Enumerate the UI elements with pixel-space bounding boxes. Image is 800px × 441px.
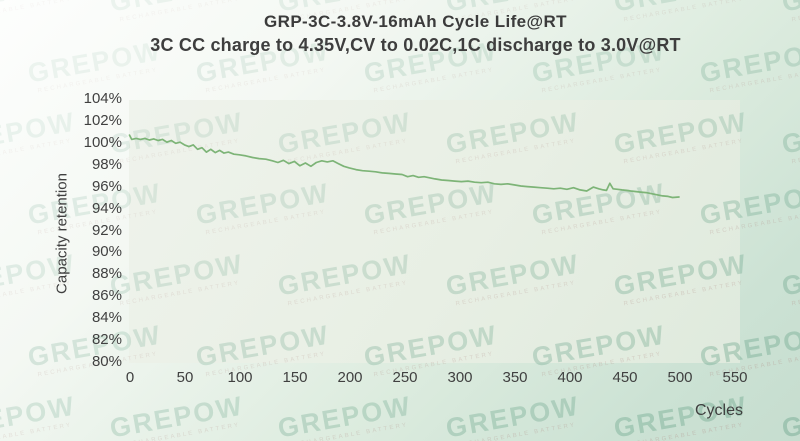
x-tick-label: 550: [722, 369, 748, 386]
grepow-watermark-subtext: RECHARGEABLE BATTERY: [119, 422, 241, 441]
grepow-watermark-text: GREPOW: [779, 248, 800, 302]
grepow-watermark-text: GREPOW: [275, 390, 414, 441]
capacity-retention-line: [128, 134, 680, 199]
grepow-watermark-subtext: RECHARGEABLE BATTERY: [0, 0, 73, 24]
x-tick-label: 250: [392, 369, 418, 386]
grepow-watermark-subtext: RECHARGEABLE BATTERY: [541, 67, 663, 95]
y-tick-label: 82%: [91, 331, 122, 349]
y-tick-label: 104%: [83, 90, 122, 107]
y-tick-label: 80%: [91, 353, 122, 370]
grepow-watermark-text: GREPOW: [0, 390, 78, 441]
x-tick-label: 500: [667, 369, 693, 386]
x-axis-title: Cycles: [694, 402, 743, 419]
y-tick-label: 102%: [83, 111, 122, 129]
grepow-watermark-subtext: RECHARGEABLE BATTERY: [455, 422, 577, 441]
x-tick-label: 0: [125, 369, 135, 386]
grepow-watermark-subtext: RECHARGEABLE BATTERY: [791, 280, 800, 308]
chart-title: GRP-3C-3.8V-16mAh Cycle Life@RT: [264, 12, 567, 31]
y-tick-label: 90%: [91, 243, 122, 261]
x-tick-label: 300: [447, 369, 473, 386]
grepow-watermark-subtext: RECHARGEABLE BATTERY: [791, 138, 800, 166]
x-tick-label: 350: [502, 369, 528, 386]
x-tick-label: 150: [282, 369, 308, 386]
x-tick-label: 450: [612, 369, 638, 386]
grepow-watermark-subtext: RECHARGEABLE BATTERY: [373, 67, 495, 95]
grepow-watermark-subtext: RECHARGEABLE BATTERY: [791, 0, 800, 24]
grepow-watermark-text: GREPOW: [107, 390, 246, 441]
y-tick-label: 100%: [83, 133, 122, 151]
grepow-watermark-subtext: RECHARGEABLE BATTERY: [709, 67, 800, 95]
x-tick-label: 100: [227, 369, 253, 386]
grepow-watermark-text: GREPOW: [779, 390, 800, 441]
y-tick-label: 94%: [91, 199, 122, 217]
x-tick-label: 50: [176, 369, 194, 386]
line-series-svg: [128, 134, 680, 199]
y-tick-label: 84%: [91, 309, 122, 327]
grepow-watermark-subtext: RECHARGEABLE BATTERY: [791, 422, 800, 441]
y-tick-label: 88%: [91, 265, 122, 283]
grepow-watermark-text: GREPOW: [779, 106, 800, 160]
x-tick-label: 400: [557, 369, 583, 386]
grepow-watermark-text: GREPOW: [0, 0, 78, 18]
grepow-watermark-subtext: RECHARGEABLE BATTERY: [623, 422, 745, 441]
y-tick-label: 98%: [91, 155, 122, 173]
chart-header: GRP-3C-3.8V-16mAh Cycle Life@RT 3C CC ch…: [110, 12, 721, 56]
y-tick-label: 96%: [91, 177, 122, 195]
grepow-watermark-text: GREPOW: [443, 390, 582, 441]
grepow-watermark-subtext: RECHARGEABLE BATTERY: [0, 422, 73, 441]
y-tick-label: 92%: [91, 221, 122, 239]
y-tick-label: 86%: [91, 287, 122, 305]
chart-subtitle: 3C CC charge to 4.35V,CV to 0.02C,1C dis…: [150, 35, 681, 55]
grepow-watermark-subtext: RECHARGEABLE BATTERY: [205, 67, 327, 95]
x-tick-label: 200: [337, 369, 363, 386]
grepow-watermark-subtext: RECHARGEABLE BATTERY: [287, 422, 409, 441]
plot-area: [129, 100, 740, 363]
grepow-watermark-text: GREPOW: [780, 0, 800, 18]
